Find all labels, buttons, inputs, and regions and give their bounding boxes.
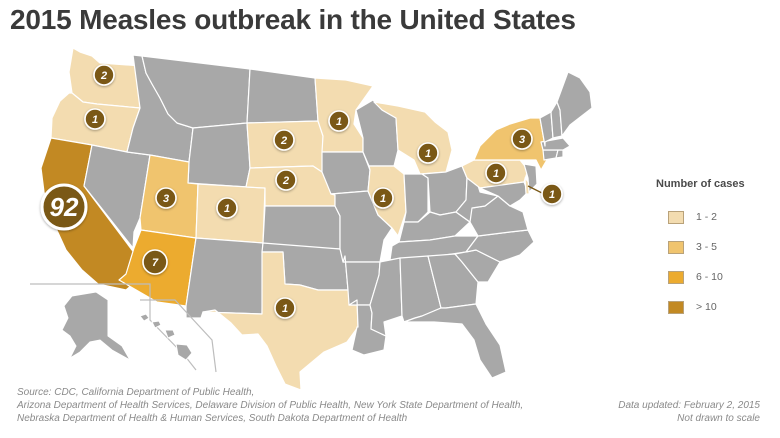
case-count-label: 1 (493, 168, 499, 180)
state-tx (202, 251, 359, 391)
case-marker-circle (273, 129, 295, 151)
state-nd (246, 68, 319, 124)
case-marker-circle (84, 108, 106, 130)
source-line: Source: CDC, California Department of Pu… (17, 387, 255, 398)
source-note: Source: CDC, California Department of Pu… (17, 386, 597, 425)
case-marker-ny: 3 (511, 128, 533, 150)
state-nm (185, 237, 264, 319)
state-me (556, 71, 593, 137)
source-line: Arizona Department of Health Services, D… (17, 400, 524, 411)
case-marker-mn: 1 (328, 110, 350, 132)
state-vt (539, 111, 554, 147)
inset-divider (30, 283, 197, 371)
case-count-label: 1 (224, 203, 230, 215)
case-marker-pa: 1 (485, 162, 507, 184)
map-title: 2015 Measles outbreak in the United Stat… (10, 4, 576, 35)
case-count-label: 1 (92, 114, 98, 126)
case-count-label: 1 (336, 116, 342, 128)
case-marker-circle (511, 128, 533, 150)
legend-swatch-over-10 (668, 300, 684, 314)
case-count-label: 1 (282, 303, 288, 315)
source-line: Nebraska Department of Health & Human Se… (17, 413, 408, 424)
case-count-label: 3 (519, 134, 525, 146)
case-marker-ut: 3 (155, 187, 177, 209)
legend-label-over-10: > 10 (696, 301, 717, 313)
inset-divider-hawaii (140, 299, 217, 373)
state-ak (61, 291, 132, 362)
case-count-label: 3 (163, 193, 169, 205)
case-count-label: 1 (380, 193, 386, 205)
state-ia (321, 151, 371, 195)
state-wy (187, 122, 251, 188)
update-note: Data updated: February 2, 2015 Not drawn… (618, 399, 760, 425)
scale-note: Not drawn to scale (677, 413, 760, 424)
case-marker-circle (274, 297, 296, 319)
state-in (403, 173, 429, 223)
case-marker-il: 1 (372, 187, 394, 209)
case-count-label: 2 (280, 135, 287, 147)
case-count-label: 7 (152, 257, 159, 269)
legend: Number of cases 1 - 2 3 - 5 6 - 10 > 10 (650, 178, 774, 322)
delaware-leader-line (527, 185, 543, 194)
legend-item-3-5: 3 - 5 (668, 232, 774, 262)
case-marker-tx: 1 (274, 297, 296, 319)
island-hi-1 (139, 313, 150, 322)
case-markers-layer: 2 1 92 3 1 7 2 2 1 1 1 1 3 1 1 (40, 64, 563, 319)
case-marker-circle (93, 64, 115, 86)
case-marker-co: 1 (216, 197, 238, 219)
case-marker-or: 1 (84, 108, 106, 130)
legend-swatch-1-2 (668, 210, 684, 224)
legend-label-6-10: 6 - 10 (696, 271, 723, 283)
case-marker-ne: 2 (275, 169, 297, 191)
state-md (479, 181, 529, 207)
case-marker-circle (216, 197, 238, 219)
case-marker-wa: 2 (93, 64, 115, 86)
case-count-label: 1 (425, 148, 431, 160)
states-layer (40, 47, 593, 391)
legend-title: Number of cases (656, 178, 745, 190)
case-count-label: 2 (282, 175, 289, 187)
inset-layer (30, 283, 217, 373)
case-marker-sd: 2 (273, 129, 295, 151)
case-marker-circle (40, 183, 88, 231)
case-marker-circle (155, 187, 177, 209)
legend-label-1-2: 1 - 2 (696, 211, 718, 223)
case-marker-circle (541, 183, 563, 205)
legend-item-1-2: 1 - 2 (668, 202, 774, 232)
case-marker-ca: 92 (40, 183, 88, 231)
island-hi-3 (164, 329, 176, 339)
legend-label-3-5: 3 - 5 (696, 241, 718, 253)
case-marker-de: 1 (541, 183, 563, 205)
case-marker-circle (275, 169, 297, 191)
state-ms (369, 257, 403, 337)
case-marker-circle (485, 162, 507, 184)
case-count-label: 1 (549, 189, 555, 201)
case-marker-circle (142, 249, 168, 275)
update-date: Data updated: February 2, 2015 (618, 400, 760, 411)
case-marker-circle (372, 187, 394, 209)
case-marker-az: 7 (142, 249, 168, 275)
state-hi (175, 343, 193, 361)
case-marker-mi: 1 (417, 142, 439, 164)
legend-item-over-10: > 10 (668, 292, 774, 322)
case-count-label: 92 (50, 192, 79, 222)
case-marker-circle (417, 142, 439, 164)
legend-swatch-3-5 (668, 240, 684, 254)
case-marker-circle (328, 110, 350, 132)
legend-item-6-10: 6 - 10 (668, 262, 774, 292)
case-count-label: 2 (100, 70, 107, 82)
legend-swatch-6-10 (668, 270, 684, 284)
state-fl (403, 303, 507, 379)
state-ks (262, 205, 341, 250)
island-hi-2 (151, 320, 162, 329)
